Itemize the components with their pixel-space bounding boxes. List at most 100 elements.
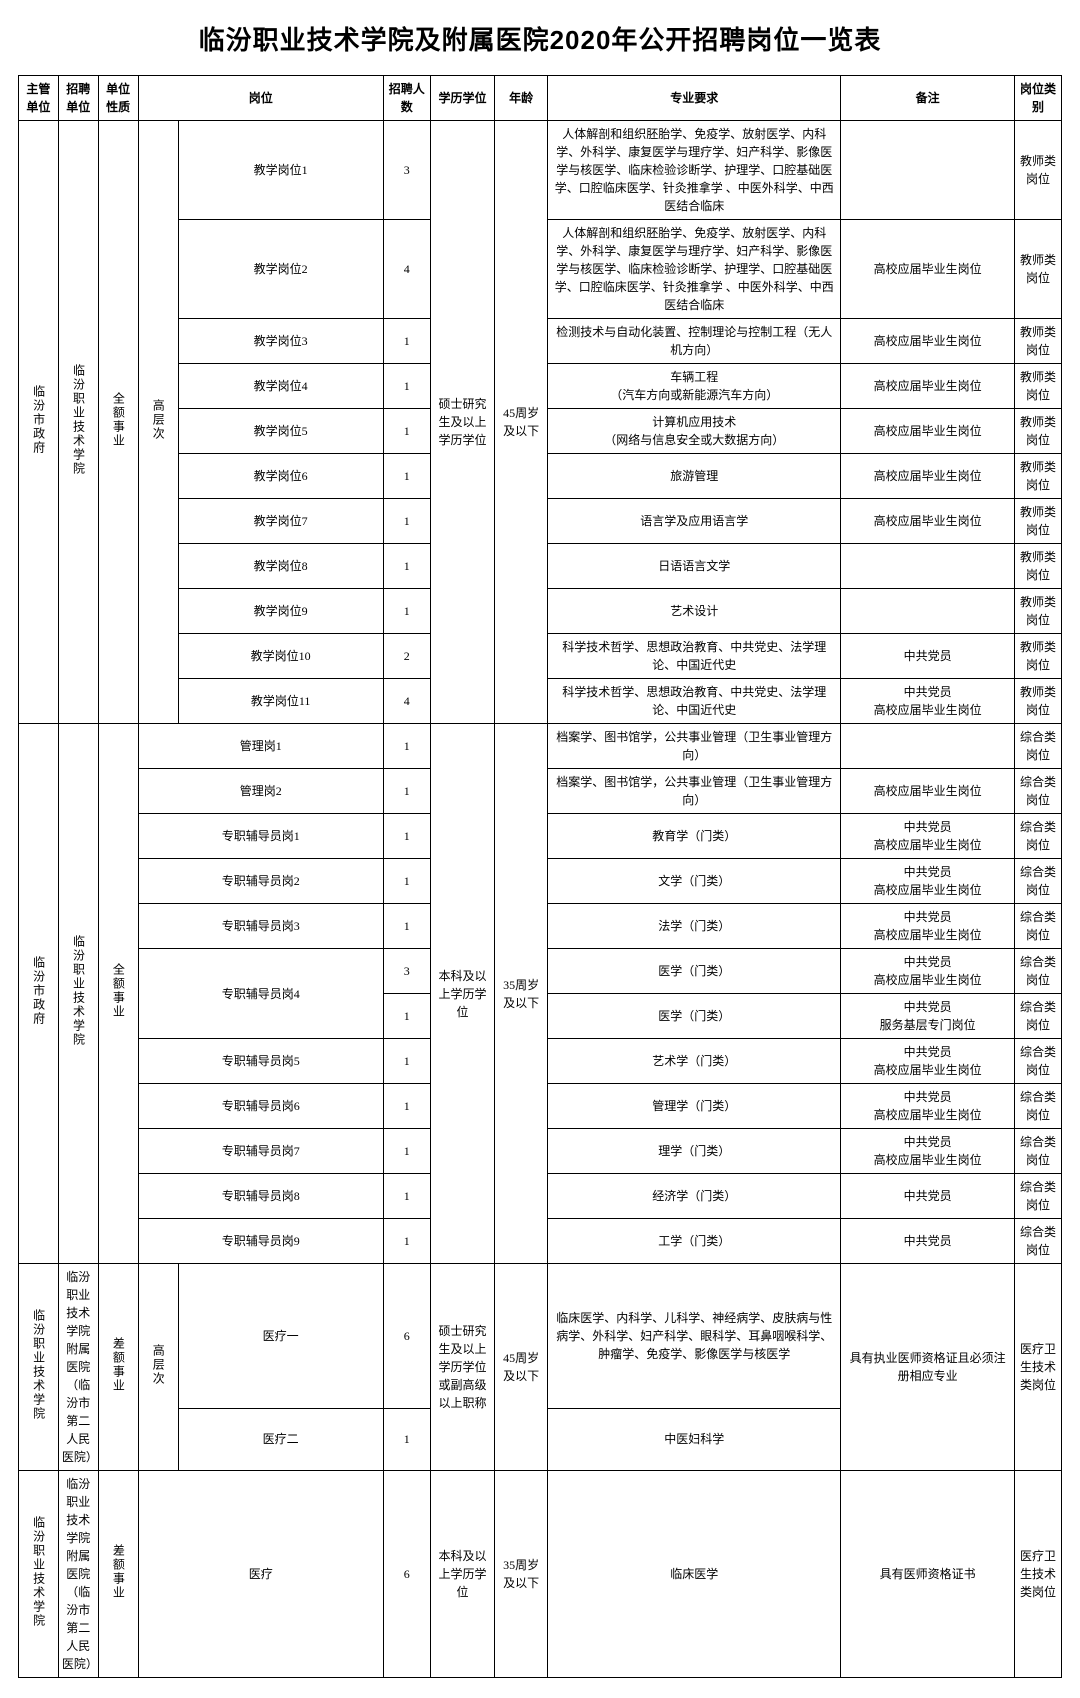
cell: 教学岗位1 [178,121,383,220]
cell: 临汾职业技术学院附属医院（临汾市第二人民医院） [58,1471,98,1678]
cell: 高校应届毕业生岗位 [841,769,1015,814]
cell: 综合类岗位 [1014,1084,1061,1129]
cell: 1 [383,589,430,634]
cell: 管理岗2 [138,769,383,814]
cell: 综合类岗位 [1014,769,1061,814]
cell: 理学（门类） [548,1129,841,1174]
page-title: 临汾职业技术学院及附属医院2020年公开招聘岗位一览表 [18,20,1062,57]
table-row: 临汾市政府临汾职业技术学院全额事业管理岗11本科及以上学历学位35周岁及以下档案… [19,724,1062,769]
cell: 差额事业 [98,1471,138,1678]
cell: 科学技术哲学、思想政治教育、中共党史、法学理论、中国近代史 [548,634,841,679]
table-row: 临汾市政府临汾职业技术学院全额事业高层次教学岗位13硕士研究生及以上学历学位45… [19,121,1062,220]
cell: 中共党员高校应届毕业生岗位 [841,1084,1015,1129]
cell: 专职辅导员岗8 [138,1174,383,1219]
cell: 临汾市政府 [19,121,59,724]
cell: 专职辅导员岗7 [138,1129,383,1174]
cell [841,121,1015,220]
cell: 高校应届毕业生岗位 [841,409,1015,454]
cell: 综合类岗位 [1014,1174,1061,1219]
cell: 1 [383,994,430,1039]
cell: 1 [383,364,430,409]
cell: 专职辅导员岗1 [138,814,383,859]
cell: 教师类岗位 [1014,589,1061,634]
cell: 教师类岗位 [1014,409,1061,454]
cell: 1 [383,769,430,814]
cell: 全额事业 [98,121,138,724]
cell: 教学岗位7 [178,499,383,544]
cell: 教师类岗位 [1014,121,1061,220]
cell: 本科及以上学历学位 [430,724,495,1264]
cell: 1 [383,499,430,544]
cell: 人体解剖和组织胚胎学、免疫学、放射医学、内科学、外科学、康复医学与理疗学、妇产科… [548,220,841,319]
cell: 综合类岗位 [1014,1129,1061,1174]
cell: 35周岁及以下 [495,1471,548,1678]
cell: 本科及以上学历学位 [430,1471,495,1678]
cell: 3 [383,121,430,220]
th-govern: 主管单位 [19,76,59,121]
cell: 1 [383,724,430,769]
cell: 教学岗位4 [178,364,383,409]
cell [841,724,1015,769]
cell: 具有执业医师资格证且必须注册相应专业 [841,1264,1015,1471]
cell: 1 [383,814,430,859]
cell: 专职辅导员岗5 [138,1039,383,1084]
cell: 管理学（门类） [548,1084,841,1129]
cell: 6 [383,1264,430,1409]
cell: 教师类岗位 [1014,454,1061,499]
cell: 中共党员服务基层专门岗位 [841,994,1015,1039]
cell: 3 [383,949,430,994]
cell: 艺术设计 [548,589,841,634]
cell: 1 [383,454,430,499]
cell: 1 [383,1084,430,1129]
cell: 计算机应用技术（网络与信息安全或大数据方向） [548,409,841,454]
cell: 高层次 [138,121,178,724]
cell: 教学岗位3 [178,319,383,364]
cell: 具有医师资格证书 [841,1471,1015,1678]
cell: 教师类岗位 [1014,319,1061,364]
th-age: 年龄 [495,76,548,121]
cell: 教师类岗位 [1014,364,1061,409]
cell: 教师类岗位 [1014,220,1061,319]
cell: 临汾市政府 [19,724,59,1264]
cell: 专职辅导员岗6 [138,1084,383,1129]
cell: 专职辅导员岗3 [138,904,383,949]
cell: 差额事业 [98,1264,138,1471]
th-post: 岗位 [138,76,383,121]
cell: 高校应届毕业生岗位 [841,454,1015,499]
cell: 专职辅导员岗9 [138,1219,383,1264]
table-row: 临汾职业技术学院临汾职业技术学院附属医院（临汾市第二人民医院）差额事业高层次医疗… [19,1264,1062,1409]
cell: 专职辅导员岗2 [138,859,383,904]
cell: 日语语言文学 [548,544,841,589]
cell: 35周岁及以下 [495,724,548,1264]
cell: 高层次 [138,1264,178,1471]
cell: 全额事业 [98,724,138,1264]
th-edu: 学历学位 [430,76,495,121]
cell: 中共党员高校应届毕业生岗位 [841,814,1015,859]
cell: 医疗卫生技术类岗位 [1014,1264,1061,1471]
cell: 文学（门类） [548,859,841,904]
cell: 6 [383,1471,430,1678]
cell: 临床医学 [548,1471,841,1678]
cell: 语言学及应用语言学 [548,499,841,544]
cell: 硕士研究生及以上学历学位或副高级以上职称 [430,1264,495,1471]
cell: 综合类岗位 [1014,1219,1061,1264]
cell: 临汾职业技术学院附属医院（临汾市第二人民医院） [58,1264,98,1471]
cell: 45周岁及以下 [495,121,548,724]
th-cat: 岗位类别 [1014,76,1061,121]
cell: 综合类岗位 [1014,814,1061,859]
cell [841,589,1015,634]
cell: 教学岗位2 [178,220,383,319]
header-row: 主管单位 招聘单位 单位性质 岗位 招聘人数 学历学位 年龄 专业要求 备注 岗… [19,76,1062,121]
cell: 档案学、图书馆学，公共事业管理（卫生事业管理方向） [548,724,841,769]
cell: 教师类岗位 [1014,499,1061,544]
cell: 医学（门类） [548,994,841,1039]
cell: 教学岗位9 [178,589,383,634]
cell: 教学岗位10 [178,634,383,679]
cell: 4 [383,220,430,319]
cell: 档案学、图书馆学，公共事业管理（卫生事业管理方向） [548,769,841,814]
cell: 高校应届毕业生岗位 [841,319,1015,364]
cell: 1 [383,1129,430,1174]
cell: 专职辅导员岗4 [138,949,383,1039]
cell: 1 [383,904,430,949]
cell: 综合类岗位 [1014,994,1061,1039]
